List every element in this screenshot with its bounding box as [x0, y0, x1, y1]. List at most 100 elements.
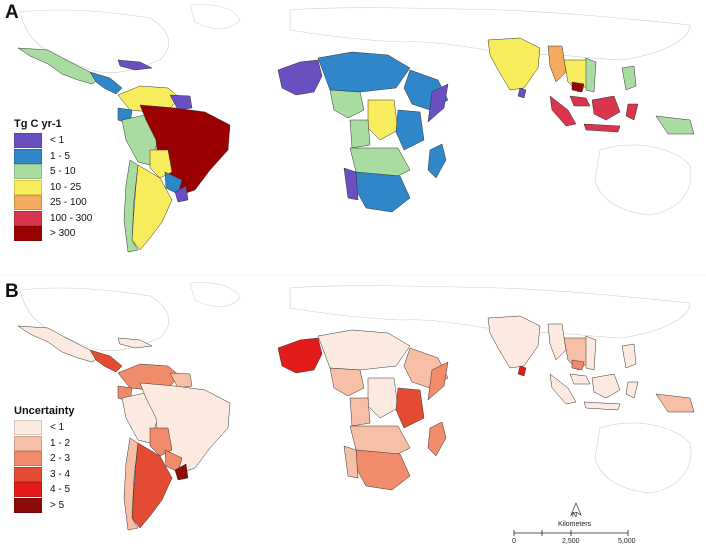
legend-swatch — [14, 497, 42, 513]
legend-label: 10 - 25 — [50, 181, 82, 193]
region-myanmar-b — [547, 323, 567, 361]
region-madagascar-b — [427, 421, 447, 457]
legend-swatch — [14, 179, 42, 195]
region-malaysia-a — [569, 95, 591, 107]
scale-tick-2: 5,000 — [618, 538, 636, 545]
region-guianas-b — [169, 372, 193, 389]
legend-swatch — [14, 226, 42, 242]
legend-row: < 1 — [14, 133, 92, 149]
region-sulawesi-b — [625, 381, 639, 399]
legend-swatch — [14, 435, 42, 451]
legend-row: 4 - 5 — [14, 482, 75, 498]
legend-label: 3 - 4 — [50, 468, 71, 480]
region-nigeria-a — [329, 89, 365, 119]
region-somalia-a — [427, 83, 449, 123]
region-sri-lanka-a — [517, 87, 527, 99]
region-png-b — [655, 393, 695, 413]
region-namibia-b — [343, 445, 359, 479]
region-mexico-b — [17, 325, 99, 363]
region-brazil-b — [139, 382, 231, 474]
legend-label: > 5 — [50, 499, 65, 511]
legend-row: 100 - 300 — [14, 210, 92, 227]
region-sulawesi-a — [625, 103, 639, 121]
legend-swatch — [14, 195, 42, 211]
region-mexico-a — [17, 47, 99, 85]
panel-b-map — [17, 282, 695, 531]
region-sumatra-b — [549, 373, 577, 405]
legend-label: 1 - 2 — [50, 437, 71, 449]
region-sahel-a — [317, 51, 411, 93]
legend-label: 25 - 100 — [50, 197, 87, 209]
scale-tick-0: 0 — [512, 538, 516, 545]
region-uruguay-a — [174, 185, 189, 203]
panel-label-b: B — [5, 281, 19, 302]
region-java-a — [583, 123, 621, 133]
legend-swatch — [14, 148, 42, 164]
legend-row: 25 - 100 — [14, 195, 92, 211]
legend-b-title: Uncertainty — [14, 405, 75, 417]
region-central-america-a — [89, 71, 123, 95]
region-myanmar-a — [547, 45, 567, 83]
region-malaysia-b — [569, 373, 591, 385]
legend-swatch — [14, 482, 42, 498]
legend-label: < 1 — [50, 422, 65, 434]
region-borneo-a — [591, 95, 621, 121]
region-east-africa-b — [395, 387, 425, 429]
region-west-africa-b — [277, 337, 323, 374]
legend-row: 5 - 10 — [14, 164, 92, 180]
region-angola-zambia-a — [349, 147, 411, 181]
region-cambodia-a — [571, 81, 585, 93]
region-central-america-b — [89, 349, 123, 373]
legend-swatch — [14, 133, 42, 149]
legend-row: 2 - 3 — [14, 451, 75, 467]
legend-label: 2 - 3 — [50, 453, 71, 465]
region-madagascar-a — [427, 143, 447, 179]
region-sahel-b — [317, 329, 411, 371]
region-indochina-b — [563, 337, 593, 371]
legend-label: < 1 — [50, 135, 65, 147]
region-central-africa-a — [349, 119, 371, 149]
legend-row: < 1 — [14, 420, 75, 436]
legend-swatch — [14, 451, 42, 467]
region-argentina-b — [131, 442, 173, 529]
legend-label: 1 - 5 — [50, 150, 71, 162]
legend-swatch — [14, 420, 42, 436]
region-sumatra-a — [549, 95, 577, 127]
region-philippines-a — [621, 65, 637, 91]
region-india-b — [487, 315, 541, 369]
legend-row: 3 - 4 — [14, 466, 75, 483]
region-indochina-a — [563, 59, 593, 93]
legend-label: > 300 — [50, 228, 76, 240]
region-borneo-b — [591, 373, 621, 399]
region-chile-a — [123, 159, 139, 253]
region-west-africa-a — [277, 59, 323, 96]
region-nigeria-b — [329, 367, 365, 397]
legend-uncertainty: Uncertainty < 1 1 - 2 2 - 3 3 - 4 4 - 5 > 5 — [14, 405, 75, 513]
legend-row: > 300 — [14, 226, 92, 242]
legend-label: 5 - 10 — [50, 166, 76, 178]
legend-row: 10 - 25 — [14, 179, 92, 196]
region-uruguay-b — [174, 463, 189, 481]
legend-swatch — [14, 466, 42, 482]
region-guianas-a — [169, 94, 193, 111]
scale-bar — [513, 530, 629, 536]
region-png-a — [655, 115, 695, 135]
north-arrow-icon — [570, 502, 582, 516]
legend-row: 1 - 5 — [14, 148, 92, 165]
region-southern-africa-a — [355, 171, 411, 213]
region-brazil-a — [139, 104, 231, 196]
region-caribbean-a — [117, 59, 153, 71]
region-chile-b — [123, 437, 139, 531]
region-east-africa-a — [395, 109, 425, 151]
legend-carbon-flux: Tg C yr-1 < 1 1 - 5 5 - 10 10 - 25 25 - 100 1… — [14, 118, 92, 242]
region-india-a — [487, 37, 541, 91]
region-congo-a — [367, 99, 399, 141]
region-congo-b — [367, 377, 399, 419]
region-southern-africa-b — [355, 449, 411, 491]
region-argentina-a — [131, 164, 173, 251]
region-java-b — [583, 401, 621, 411]
region-sri-lanka-b — [517, 365, 527, 377]
legend-swatch — [14, 164, 42, 180]
scale-tick-1: 2,500 — [562, 538, 580, 545]
